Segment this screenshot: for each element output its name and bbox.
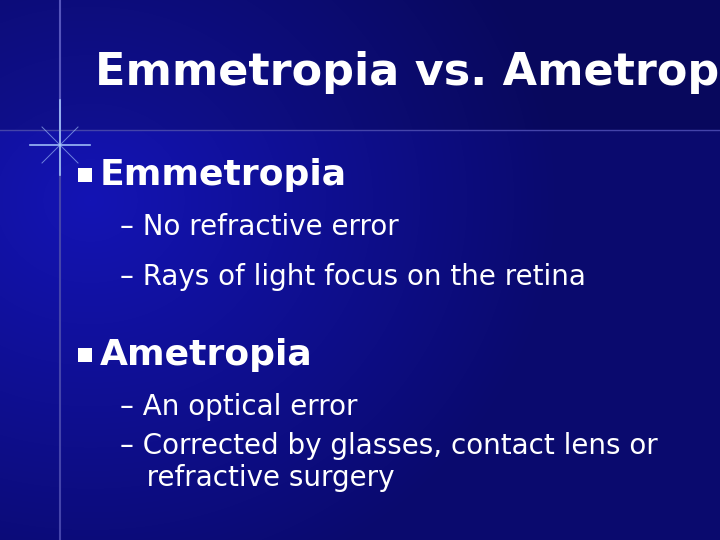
Text: Emmetropia: Emmetropia — [100, 158, 347, 192]
Text: – Corrected by glasses, contact lens or
   refractive surgery: – Corrected by glasses, contact lens or … — [120, 432, 658, 492]
Bar — [78, 348, 92, 362]
Bar — [78, 168, 92, 182]
Text: Ametropia: Ametropia — [100, 338, 312, 372]
Text: – No refractive error: – No refractive error — [120, 213, 399, 241]
Text: Emmetropia vs. Ametropia: Emmetropia vs. Ametropia — [95, 51, 720, 93]
Text: – An optical error: – An optical error — [120, 393, 358, 421]
Text: – Rays of light focus on the retina: – Rays of light focus on the retina — [120, 263, 586, 291]
